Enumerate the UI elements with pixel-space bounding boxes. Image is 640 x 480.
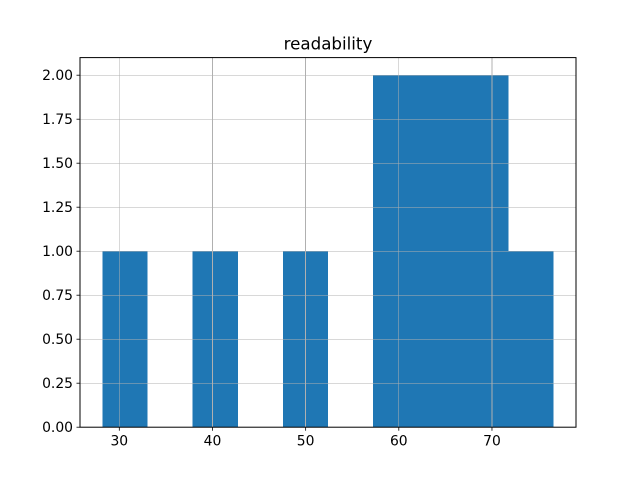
tick-labels-layer: 30 40 50 60 70 0.00 0.25 0.50 0.75 1.00 1.25 1.50 1.… — [42, 68, 501, 450]
chart-title: readability — [284, 34, 373, 54]
y-tick-label: 1.50 — [42, 156, 73, 172]
y-tick-label: 0.50 — [42, 332, 73, 348]
x-tick-label: 50 — [297, 434, 315, 450]
y-tick-label: 1.25 — [42, 200, 73, 216]
y-tick-label: 0.75 — [42, 288, 73, 304]
tick-marks-layer — [76, 74, 493, 431]
x-tick-label: 70 — [483, 434, 501, 450]
y-tick-label: 2.00 — [42, 68, 73, 84]
x-tick-label: 40 — [204, 434, 222, 450]
y-tick-label: 0.25 — [42, 376, 73, 392]
x-tick-label: 60 — [390, 434, 408, 450]
axes-frame — [79, 57, 577, 428]
y-tick-label: 1.75 — [42, 112, 73, 128]
y-tick-label: 0.00 — [42, 420, 73, 436]
y-tick-label: 1.00 — [42, 244, 73, 260]
x-tick-label: 30 — [110, 434, 128, 450]
